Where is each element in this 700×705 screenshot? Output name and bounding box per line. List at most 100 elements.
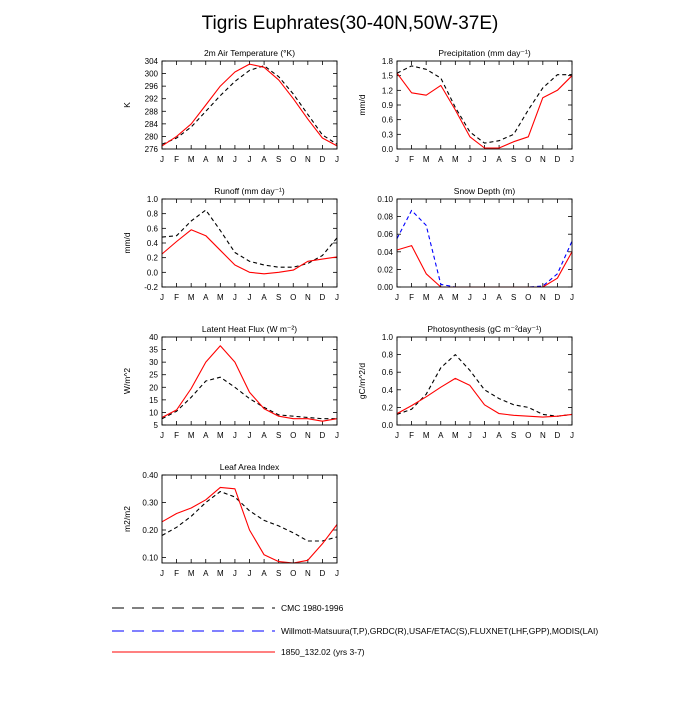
x-tick-label: J — [570, 431, 574, 440]
x-tick-label: A — [203, 431, 209, 440]
panel-title: Runoff (mm day⁻¹) — [214, 186, 285, 196]
y-tick-label: 0.04 — [377, 248, 393, 257]
panel-4: Snow Depth (m) 0.00 0.02 0.04 0.06 0.08 0.10 J F… — [377, 186, 574, 302]
x-tick-label: F — [174, 155, 179, 164]
x-tick-label: S — [276, 155, 281, 164]
x-tick-label: M — [423, 431, 430, 440]
y-tick-label: 288 — [145, 107, 159, 116]
x-tick-label: J — [395, 431, 399, 440]
x-tick-label: J — [483, 431, 487, 440]
panel-title: 2m Air Temperature (°K) — [204, 48, 295, 58]
x-tick-label: A — [261, 431, 267, 440]
x-tick-label: J — [248, 155, 252, 164]
x-tick-label: M — [188, 431, 195, 440]
series-line-observed — [396, 209, 573, 288]
x-tick-label: J — [248, 569, 252, 578]
legend-label: Willmott-Matsuura(T,P),GRDC(R),USAF/ETAC… — [281, 626, 598, 636]
x-tick-label: F — [409, 431, 414, 440]
y-tick-label: 0.6 — [382, 368, 394, 377]
y-tick-label: 0.00 — [377, 283, 393, 292]
plot-frame — [396, 198, 573, 288]
x-tick-label: A — [203, 155, 209, 164]
y-tick-label: 10 — [149, 408, 158, 417]
x-tick-label: S — [511, 431, 516, 440]
x-tick-label: J — [233, 569, 237, 578]
x-tick-label: M — [217, 155, 224, 164]
x-tick-label: M — [188, 155, 195, 164]
y-axis-label: K — [122, 102, 132, 108]
y-tick-label: 0.10 — [377, 195, 393, 204]
y-tick-label: 1.2 — [382, 86, 394, 95]
x-tick-label: M — [452, 431, 459, 440]
y-tick-label: 0.3 — [382, 130, 394, 139]
x-tick-label: J — [570, 155, 574, 164]
y-tick-label: 0.6 — [147, 224, 159, 233]
legend-entry-1: CMC 1980-1996 — [112, 603, 344, 613]
y-tick-label: -0.2 — [144, 283, 158, 292]
x-tick-label: S — [276, 431, 281, 440]
plot-frame — [161, 198, 338, 288]
series-line-observed — [161, 376, 337, 420]
y-tick-label: 0.8 — [382, 351, 394, 360]
x-tick-label: N — [305, 431, 311, 440]
y-tick-label: 1.8 — [382, 57, 394, 66]
x-tick-label: S — [511, 293, 516, 302]
panel-3: Runoff (mm day⁻¹) mm/d -0.2 0.0 0.2 0.4 0.6 0.8… — [122, 186, 339, 302]
panel-2: Precipitation (mm day⁻¹) mm/d 0.0 0.3 0.6 0.9… — [357, 48, 574, 164]
x-tick-label: J — [248, 431, 252, 440]
x-tick-label: J — [335, 155, 339, 164]
x-tick-label: M — [188, 569, 195, 578]
x-tick-label: J — [483, 155, 487, 164]
y-tick-label: 0.06 — [377, 230, 393, 239]
x-tick-label: M — [423, 155, 430, 164]
x-tick-label: J — [160, 569, 164, 578]
x-tick-label: A — [261, 569, 267, 578]
figure-title: Tigris Euphrates(30-40N,50W-37E) — [202, 13, 499, 34]
panel-5: Latent Heat Flux (W m⁻²) W/m^2 5 10 15 20 25 30… — [122, 324, 339, 440]
panel-title: Precipitation (mm day⁻¹) — [438, 48, 531, 58]
y-tick-label: 1.5 — [382, 72, 394, 81]
x-tick-label: A — [438, 293, 444, 302]
x-tick-label: O — [525, 155, 531, 164]
x-tick-label: D — [320, 293, 326, 302]
y-axis-label: mm/d — [357, 94, 367, 116]
x-tick-label: A — [203, 293, 209, 302]
y-tick-label: 5 — [154, 421, 159, 430]
x-tick-label: J — [483, 293, 487, 302]
y-axis-label: m2/m2 — [122, 506, 132, 532]
plot-frame — [396, 60, 573, 150]
y-tick-label: 35 — [149, 346, 158, 355]
x-tick-label: D — [320, 569, 326, 578]
series-line-observed — [161, 65, 338, 145]
panel-title: Snow Depth (m) — [454, 186, 516, 196]
y-tick-label: 25 — [149, 371, 158, 380]
x-tick-label: D — [320, 431, 326, 440]
y-tick-label: 0.02 — [377, 265, 393, 274]
y-tick-label: 0.0 — [147, 268, 159, 277]
series-line-observed — [161, 209, 338, 268]
x-tick-label: O — [290, 431, 296, 440]
x-tick-label: J — [233, 293, 237, 302]
x-tick-label: J — [160, 155, 164, 164]
x-tick-label: J — [335, 569, 339, 578]
x-tick-label: A — [203, 569, 209, 578]
x-tick-label: O — [525, 293, 531, 302]
x-tick-label: N — [540, 155, 546, 164]
y-tick-label: 0.4 — [147, 239, 159, 248]
plot-frame — [161, 474, 338, 564]
x-tick-label: F — [174, 431, 179, 440]
x-tick-label: F — [409, 293, 414, 302]
series-line-model — [161, 63, 338, 147]
x-tick-label: D — [555, 293, 561, 302]
x-tick-label: F — [174, 569, 179, 578]
x-tick-label: A — [496, 293, 502, 302]
series-line-model — [161, 345, 338, 422]
legend-label: 1850_132.02 (yrs 3-7) — [281, 647, 365, 657]
y-tick-label: 0.6 — [382, 116, 394, 125]
x-tick-label: M — [217, 431, 224, 440]
y-tick-label: 0.8 — [147, 210, 159, 219]
x-tick-label: A — [438, 155, 444, 164]
y-tick-label: 292 — [145, 95, 159, 104]
x-tick-label: M — [423, 293, 430, 302]
